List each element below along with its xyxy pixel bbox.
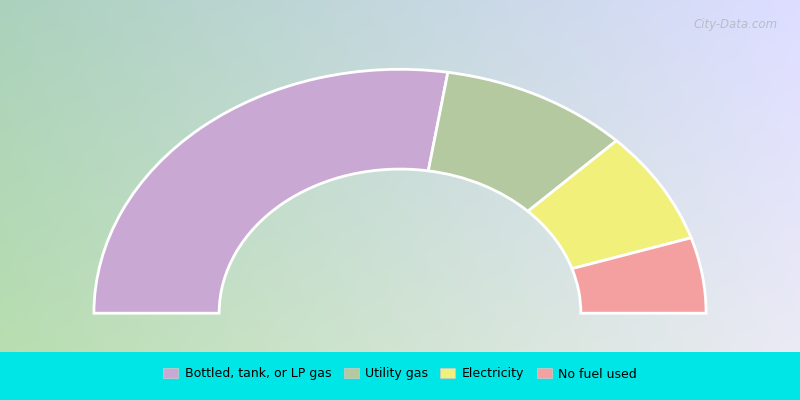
Text: City-Data.com: City-Data.com [694, 18, 778, 31]
Wedge shape [528, 141, 691, 269]
Wedge shape [428, 72, 617, 211]
Wedge shape [572, 238, 706, 313]
Legend: Bottled, tank, or LP gas, Utility gas, Electricity, No fuel used: Bottled, tank, or LP gas, Utility gas, E… [163, 368, 637, 380]
Wedge shape [94, 69, 448, 313]
